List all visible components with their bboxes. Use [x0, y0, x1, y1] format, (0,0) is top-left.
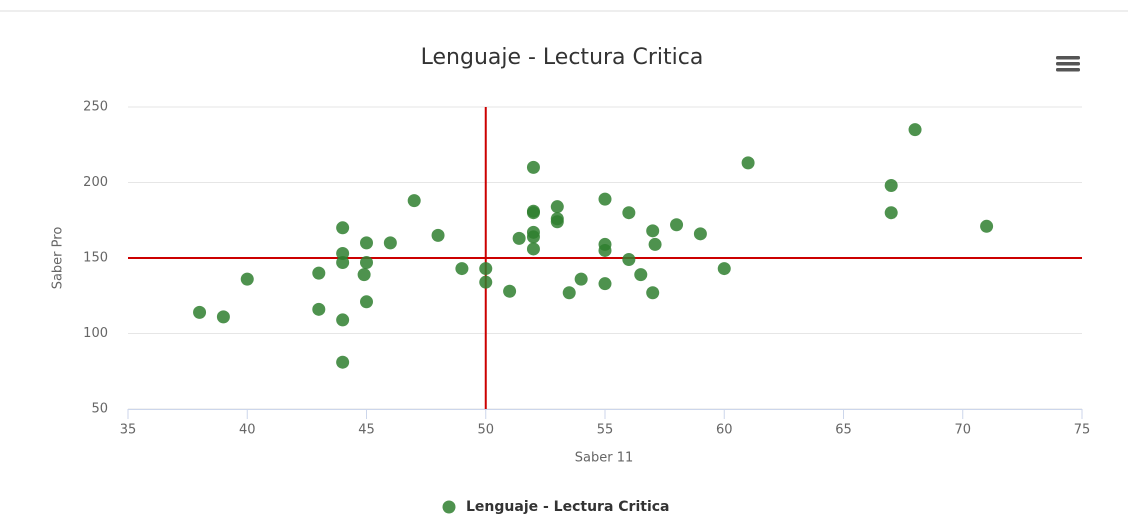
point	[357, 268, 371, 282]
point	[598, 277, 612, 291]
x-tick-label: 65	[835, 423, 852, 438]
point	[479, 262, 493, 276]
x-tick-label: 60	[716, 423, 733, 438]
point	[360, 295, 373, 309]
point	[512, 231, 526, 245]
point	[336, 313, 350, 327]
point	[312, 266, 326, 280]
point	[526, 242, 540, 256]
x-tick-label: 55	[597, 423, 614, 438]
point	[193, 305, 207, 319]
point	[598, 192, 612, 206]
y-axis-title: Saber Pro	[51, 227, 66, 290]
x-tick-label: 70	[954, 423, 971, 438]
y-tick-label: 200	[83, 175, 108, 190]
point	[550, 200, 564, 214]
point	[479, 275, 493, 289]
point	[216, 310, 230, 324]
point	[360, 236, 373, 250]
legend-label: Lenguaje - Lectura Critica	[466, 499, 670, 515]
point	[503, 284, 517, 298]
menu-button[interactable]	[1056, 56, 1080, 72]
legend-marker	[442, 500, 456, 514]
point	[336, 256, 350, 270]
point	[562, 286, 576, 300]
point	[622, 206, 636, 220]
x-tick-label: 40	[239, 423, 256, 438]
menu-bar[interactable]	[1056, 62, 1080, 66]
point	[526, 206, 540, 220]
point	[574, 272, 588, 286]
point	[598, 243, 612, 257]
point	[884, 179, 898, 193]
point	[360, 256, 373, 270]
point	[526, 230, 540, 244]
point	[908, 123, 922, 137]
y-tick-label: 50	[91, 402, 108, 417]
x-axis-title: Saber 11	[575, 451, 634, 466]
menu-bar[interactable]	[1056, 56, 1080, 60]
point	[693, 227, 707, 241]
point	[407, 194, 421, 208]
point	[980, 219, 994, 233]
x-tick-label: 45	[358, 423, 375, 438]
point	[646, 286, 660, 300]
point	[646, 224, 660, 238]
point	[884, 206, 898, 220]
y-tick-label: 150	[83, 251, 108, 266]
point	[336, 355, 350, 369]
x-tick-label: 75	[1074, 423, 1091, 438]
x-tick-label: 35	[120, 423, 137, 438]
point	[336, 246, 350, 260]
point	[670, 218, 684, 232]
y-tick-label: 250	[83, 100, 108, 115]
x-tick-label: 50	[477, 423, 494, 438]
point	[431, 228, 445, 242]
point	[312, 302, 326, 316]
point	[336, 221, 350, 235]
point	[717, 262, 731, 276]
point	[648, 237, 662, 251]
point	[741, 156, 755, 170]
point	[526, 160, 540, 174]
point	[622, 253, 636, 267]
point	[550, 215, 564, 229]
point	[455, 262, 469, 276]
menu-bar[interactable]	[1056, 68, 1080, 72]
point	[240, 272, 254, 286]
point	[634, 268, 648, 282]
chart-title: Lenguaje - Lectura Critica	[421, 45, 704, 70]
y-tick-label: 100	[83, 326, 108, 341]
point	[383, 236, 397, 250]
